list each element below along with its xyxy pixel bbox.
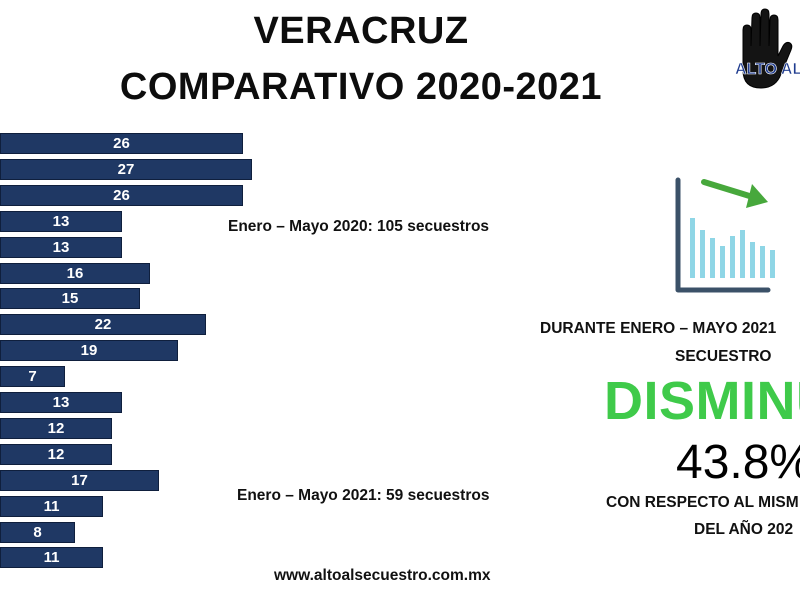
bar-value-label: 26 <box>113 135 130 152</box>
footer-website: www.altoalsecuestro.com.mx <box>274 567 491 584</box>
bar-value-label: 11 <box>43 549 60 567</box>
bar-value-label: 13 <box>52 212 70 230</box>
logo-text: ALTO AL <box>735 61 800 78</box>
summary-line-2: SECUESTRO <box>675 348 772 365</box>
bar-3: 26 <box>0 184 243 206</box>
bar-14: 17 <box>0 469 159 491</box>
downward-trend-chart-icon <box>668 172 800 297</box>
bar-value-label: 8 <box>33 523 42 541</box>
bar-10: 7 <box>0 366 65 388</box>
bar-11: 13 <box>0 392 122 413</box>
bar-value-label: 12 <box>47 419 65 437</box>
bar-17: 11 <box>0 547 103 569</box>
chart-title-line-2: COMPARATIVO 2020-2021 <box>119 66 603 108</box>
bar-13: 12 <box>0 443 112 465</box>
alto-al-secuestro-logo: ALTO AL <box>733 8 800 98</box>
bar-value-label: 26 <box>113 186 130 204</box>
bar-value-label: 11 <box>43 497 60 515</box>
bar-8: 22 <box>0 314 206 336</box>
bar-value-label: 27 <box>117 160 135 178</box>
bar-value-label: 15 <box>61 290 79 308</box>
bar-value-label: 19 <box>80 342 98 360</box>
summary-line-3: CON RESPECTO AL MISM <box>606 494 799 511</box>
bar-value-label: 16 <box>66 264 84 282</box>
bar-value-label: 12 <box>47 445 65 463</box>
raised-hand-icon: ALTO AL <box>735 8 800 89</box>
bar-16: 8 <box>0 521 75 543</box>
bar-value-label: 17 <box>71 471 88 489</box>
summary-line-4: DEL AÑO 202 <box>694 521 794 538</box>
period-label-2020: Enero – Mayo 2020: 105 secuestros <box>228 218 490 235</box>
bar-7: 15 <box>0 288 140 310</box>
summary-headline: DISMINU <box>604 371 800 431</box>
bar-1: 26 <box>0 133 243 154</box>
bar-value-label: 22 <box>94 316 112 334</box>
bar-5: 13 <box>0 236 122 258</box>
bar-value-label: 13 <box>52 394 70 411</box>
decrease-percent: 43.8% <box>676 436 800 489</box>
bar-6: 16 <box>0 262 150 284</box>
bar-value-label: 13 <box>52 238 70 256</box>
bar-value-label: 7 <box>28 368 37 386</box>
bar-4: 13 <box>0 210 122 232</box>
summary-line-1: DURANTE ENERO – MAYO 2021 <box>540 320 777 337</box>
bar-15: 11 <box>0 495 103 517</box>
bar-9: 19 <box>0 340 178 362</box>
bar-2: 27 <box>0 158 252 180</box>
period-label-2021: Enero – Mayo 2021: 59 secuestros <box>237 487 490 504</box>
chart-title-line-1: VERACRUZ <box>253 10 469 52</box>
bar-12: 12 <box>0 417 112 439</box>
